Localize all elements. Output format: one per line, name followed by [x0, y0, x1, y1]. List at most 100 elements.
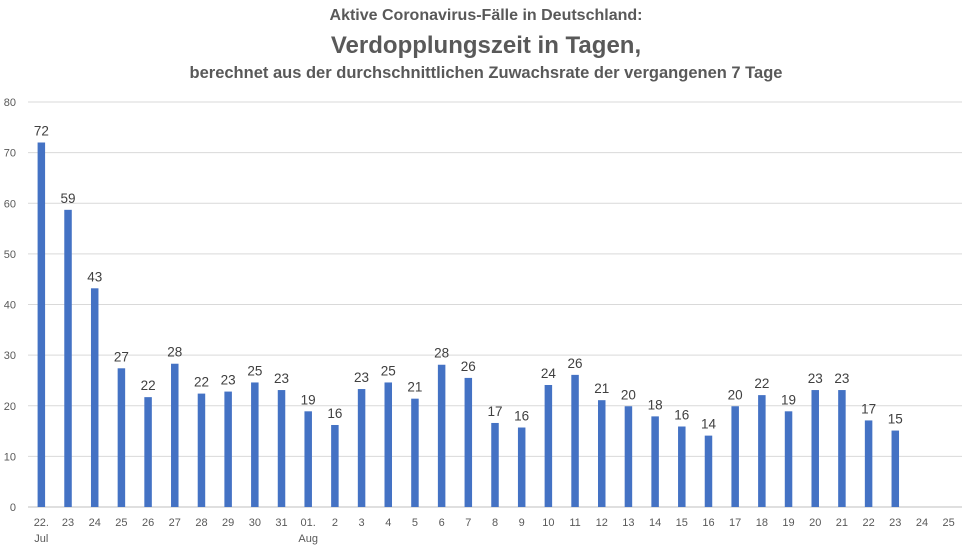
data-label: 18	[648, 397, 663, 412]
bar	[891, 430, 900, 507]
data-label: 19	[781, 392, 796, 407]
y-tick-label: 40	[4, 300, 16, 312]
x-tick-label: 11	[569, 517, 580, 529]
data-label: 26	[461, 359, 476, 374]
x-tick-label: 31	[275, 517, 287, 529]
y-tick-label: 20	[4, 401, 16, 413]
bar	[624, 406, 633, 507]
data-label: 24	[541, 366, 557, 381]
data-label: 22	[194, 375, 209, 390]
x-tick-label: 21	[836, 517, 848, 529]
x-tick-label: 19	[782, 517, 794, 529]
bar	[811, 390, 819, 507]
data-label: 28	[167, 345, 182, 360]
bars	[37, 142, 900, 508]
bar	[437, 364, 446, 507]
data-label: 28	[434, 346, 449, 361]
bar	[251, 382, 259, 507]
x-tick-label: 6	[439, 517, 445, 529]
x-tick-label: 25	[943, 517, 955, 529]
x-tick-label: 23	[62, 517, 74, 529]
bar	[597, 400, 606, 507]
bar	[544, 384, 553, 507]
x-tick-label: 28	[195, 517, 207, 529]
x-tick-label: 10	[542, 517, 554, 529]
x-tick-label: 14	[649, 517, 661, 529]
data-label: 26	[568, 356, 583, 371]
bar	[784, 411, 793, 507]
data-label: 20	[621, 387, 636, 402]
x-tick-label: 15	[676, 517, 688, 529]
data-label: 17	[861, 401, 876, 416]
chart-title-line-3: berechnet aus der durchschnittlichen Zuw…	[189, 64, 783, 82]
bar	[704, 435, 713, 507]
bar	[838, 390, 846, 507]
data-label: 23	[354, 370, 369, 385]
x-tick-label: 2	[332, 517, 338, 529]
bar	[731, 406, 739, 507]
x-tick-label: 16	[702, 517, 714, 529]
bar	[64, 209, 72, 508]
bar	[37, 142, 46, 507]
data-label: 17	[487, 404, 502, 419]
x-tick-label: 17	[729, 517, 741, 529]
x-tick-label: 01.	[301, 517, 316, 529]
x-tick-label: 24	[916, 517, 928, 529]
gridlines	[28, 101, 962, 508]
data-label: 25	[381, 363, 396, 378]
bar	[357, 389, 366, 507]
y-tick-label: 80	[4, 97, 16, 109]
x-tick-label: 30	[249, 517, 261, 529]
x-tick-label: 24	[89, 517, 101, 529]
data-label: 16	[674, 408, 689, 423]
bar	[651, 416, 659, 507]
y-axis: 0 10 20 30 40 50 60 70 80	[4, 97, 16, 514]
data-label: 23	[274, 371, 289, 386]
y-tick-label: 60	[4, 198, 16, 210]
bar	[464, 377, 473, 507]
chart-title-line-1: Aktive Coronavirus-Fälle in Deutschland:	[329, 7, 643, 24]
bar	[304, 411, 312, 507]
bar	[758, 395, 766, 507]
y-tick-label: 10	[4, 451, 16, 463]
data-label: 23	[221, 373, 236, 388]
bar	[571, 374, 579, 507]
y-tick-label: 30	[4, 350, 16, 362]
data-label: 23	[808, 371, 823, 386]
bar	[171, 363, 179, 507]
bar	[491, 422, 499, 507]
x-tick-label: 3	[359, 517, 365, 529]
bar	[517, 427, 526, 507]
bar	[197, 393, 206, 507]
data-label: 16	[327, 406, 342, 421]
data-label: 21	[594, 381, 609, 396]
bar	[384, 382, 393, 507]
bar	[277, 390, 286, 507]
x-tick-label: 23	[889, 517, 901, 529]
x-tick-label: 20	[809, 517, 821, 529]
data-label: 59	[61, 191, 76, 206]
data-label: 43	[87, 269, 102, 284]
chart-title-line-2: Verdopplungszeit in Tagen,	[330, 32, 642, 59]
x-tick-label: 9	[519, 517, 525, 529]
x-tick-label: 26	[142, 517, 154, 529]
bar	[90, 288, 99, 507]
x-tick-label: 4	[385, 517, 391, 529]
x-tick-label: 25	[115, 517, 127, 529]
x-tick-label: 5	[412, 517, 418, 529]
x-tick-label: 18	[756, 517, 768, 529]
data-label: 23	[834, 371, 849, 386]
x-tick-label: 8	[492, 517, 498, 529]
x-tick-label: 13	[622, 517, 634, 529]
bar	[411, 398, 419, 507]
data-label: 15	[888, 412, 903, 427]
bar	[864, 420, 873, 507]
data-label: 21	[407, 380, 422, 395]
x-tick-label: 7	[465, 517, 471, 529]
x-tick-label: 12	[596, 517, 608, 529]
bar	[224, 391, 232, 507]
x-tick-sublabel: Aug	[298, 533, 318, 545]
y-tick-label: 0	[10, 502, 16, 514]
y-tick-label: 50	[4, 249, 16, 261]
